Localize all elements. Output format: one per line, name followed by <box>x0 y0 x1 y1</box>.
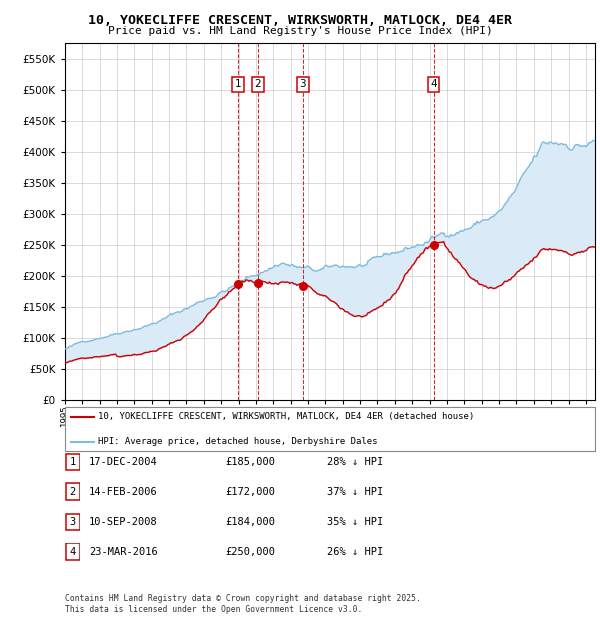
Text: Price paid vs. HM Land Registry's House Price Index (HPI): Price paid vs. HM Land Registry's House … <box>107 26 493 36</box>
Text: £172,000: £172,000 <box>225 487 275 497</box>
Text: 1: 1 <box>70 457 76 467</box>
Text: 10, YOKECLIFFE CRESCENT, WIRKSWORTH, MATLOCK, DE4 4ER: 10, YOKECLIFFE CRESCENT, WIRKSWORTH, MAT… <box>88 14 512 27</box>
Text: 2: 2 <box>254 79 261 89</box>
FancyBboxPatch shape <box>65 484 80 500</box>
Text: 35% ↓ HPI: 35% ↓ HPI <box>327 517 383 527</box>
Text: 3: 3 <box>70 517 76 527</box>
Text: 2: 2 <box>70 487 76 497</box>
Text: £250,000: £250,000 <box>225 547 275 557</box>
FancyBboxPatch shape <box>65 407 595 451</box>
Text: 3: 3 <box>299 79 306 89</box>
Text: 14-FEB-2006: 14-FEB-2006 <box>89 487 158 497</box>
Text: £185,000: £185,000 <box>225 457 275 467</box>
Text: 37% ↓ HPI: 37% ↓ HPI <box>327 487 383 497</box>
Text: 1: 1 <box>235 79 241 89</box>
Text: 26% ↓ HPI: 26% ↓ HPI <box>327 547 383 557</box>
Text: HPI: Average price, detached house, Derbyshire Dales: HPI: Average price, detached house, Derb… <box>98 437 377 446</box>
Text: 28% ↓ HPI: 28% ↓ HPI <box>327 457 383 467</box>
Text: 10-SEP-2008: 10-SEP-2008 <box>89 517 158 527</box>
Text: Contains HM Land Registry data © Crown copyright and database right 2025.
This d: Contains HM Land Registry data © Crown c… <box>65 595 421 614</box>
FancyBboxPatch shape <box>65 543 80 560</box>
FancyBboxPatch shape <box>65 513 80 530</box>
Text: £184,000: £184,000 <box>225 517 275 527</box>
Text: 10, YOKECLIFFE CRESCENT, WIRKSWORTH, MATLOCK, DE4 4ER (detached house): 10, YOKECLIFFE CRESCENT, WIRKSWORTH, MAT… <box>98 412 474 422</box>
Text: 4: 4 <box>70 547 76 557</box>
Text: 17-DEC-2004: 17-DEC-2004 <box>89 457 158 467</box>
Text: 23-MAR-2016: 23-MAR-2016 <box>89 547 158 557</box>
FancyBboxPatch shape <box>65 454 80 470</box>
Text: 4: 4 <box>430 79 437 89</box>
